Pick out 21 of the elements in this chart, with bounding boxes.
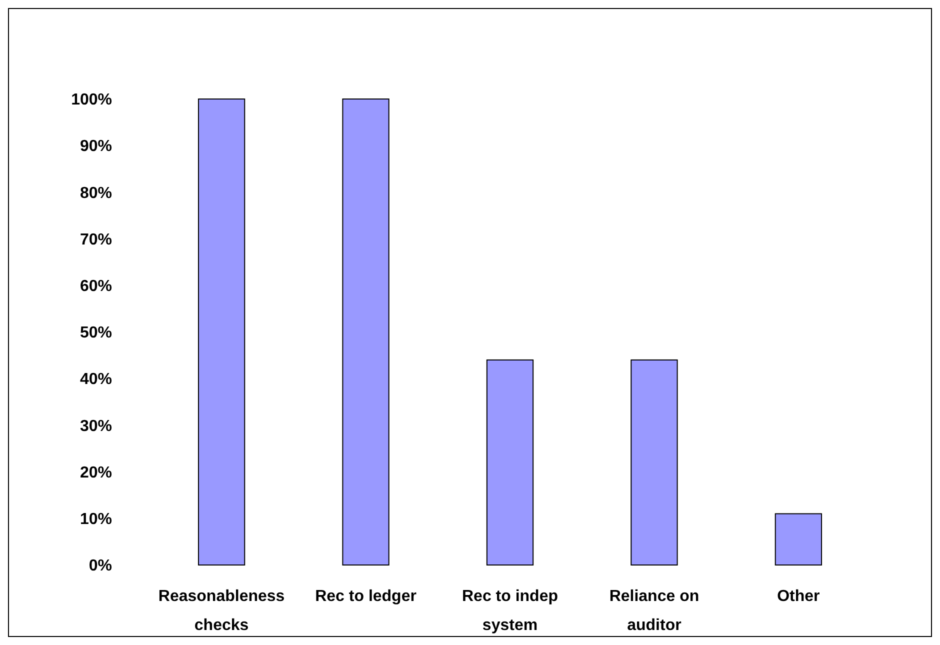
y-tick-label: 80%: [80, 184, 112, 202]
y-tick-label: 50%: [80, 324, 112, 342]
y-tick-label: 100%: [71, 92, 112, 109]
y-tick-label: 90%: [80, 138, 112, 156]
x-tick-label: Rec to indep system: [462, 588, 558, 634]
bar: [630, 359, 678, 566]
x-tick-label: Reliance on auditor: [609, 588, 700, 634]
y-tick-label: 0%: [88, 558, 112, 575]
y-tick-label: 30%: [80, 418, 112, 435]
x-tick-label: Reasonableness checks: [158, 588, 285, 634]
y-tick-label: 20%: [80, 464, 112, 482]
x-tick-label: Other: [777, 588, 820, 605]
bar: [342, 98, 390, 566]
x-tick-label: Rec to ledger: [315, 588, 416, 605]
bar: [486, 359, 534, 566]
bar: [774, 513, 822, 566]
y-tick-label: 40%: [80, 371, 112, 388]
y-tick-label: 60%: [80, 278, 112, 295]
y-tick-label: 70%: [80, 231, 112, 248]
bar: [198, 98, 246, 566]
y-tick-label: 10%: [80, 511, 112, 528]
